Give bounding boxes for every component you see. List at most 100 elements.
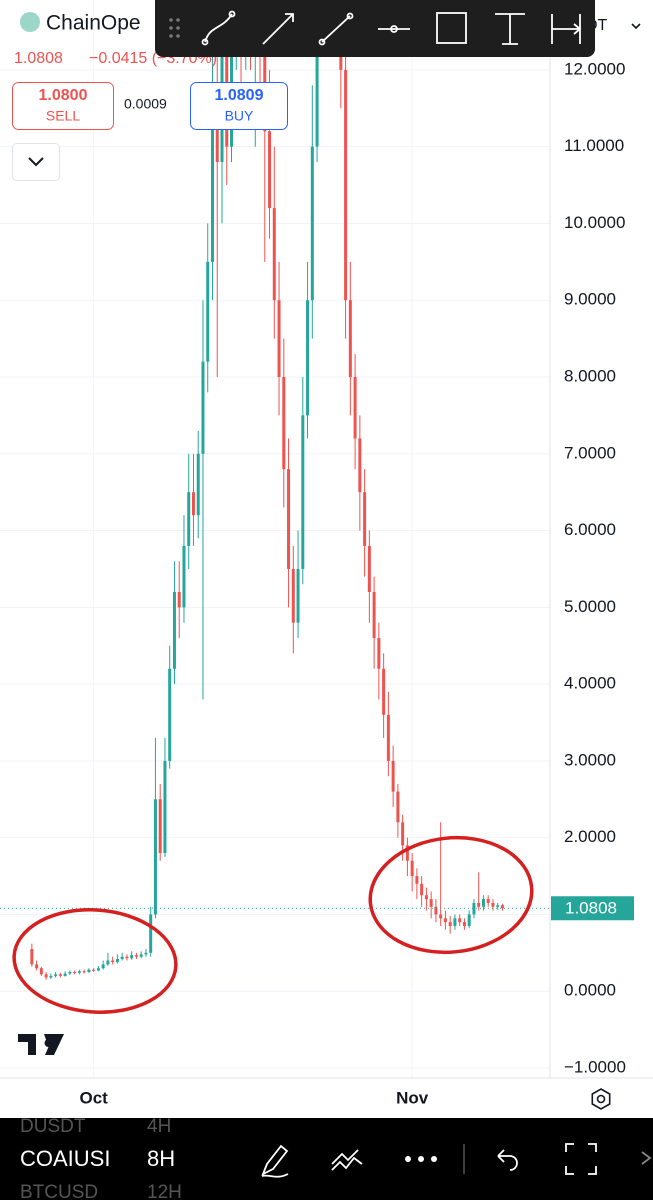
collapse-button[interactable] (12, 143, 60, 181)
candle-body (58, 974, 62, 976)
undo-icon[interactable] (497, 1149, 518, 1171)
candle-body (472, 902, 476, 915)
price-range-tool[interactable] (495, 13, 525, 45)
y-tick-label: 2.0000 (564, 827, 616, 846)
candle-body (49, 975, 53, 978)
y-tick-label: 10.0000 (564, 213, 625, 232)
last-price-label: 1.0808 (565, 899, 617, 918)
date-range-tool[interactable] (551, 14, 582, 44)
candle-body (363, 492, 367, 546)
candle-body (287, 469, 291, 569)
candle-body (149, 914, 153, 953)
candle-body (481, 899, 485, 907)
buy-button[interactable] (190, 82, 288, 130)
candle-body (310, 146, 314, 301)
candle-body (125, 956, 129, 959)
y-tick-label: 5.0000 (564, 597, 616, 616)
candle-body (115, 958, 119, 963)
y-tick-label: 4.0000 (564, 674, 616, 693)
logo (18, 1034, 64, 1055)
candle-body (101, 964, 105, 969)
candle-body (477, 902, 481, 907)
candle-body (182, 545, 186, 608)
sell-price: 1.0800 (39, 87, 88, 104)
candle-body (420, 883, 424, 896)
candle-body (191, 492, 195, 516)
interval-option: 4H (147, 1116, 171, 1137)
candle-body (168, 668, 172, 761)
candle-body (367, 545, 371, 592)
y-tick-label: 9.0000 (564, 290, 616, 309)
tool-point (346, 12, 354, 20)
candle-body (443, 918, 447, 923)
candle-body (210, 108, 214, 262)
candle-body (344, 69, 348, 301)
pen-icon[interactable] (261, 1144, 289, 1178)
candle-body (206, 261, 210, 362)
candle-body (215, 108, 219, 163)
candle-body (263, 8, 267, 132)
tool-point (390, 25, 398, 33)
candle-body (467, 914, 471, 926)
candle-body (172, 591, 176, 669)
candle-body (187, 492, 191, 546)
candle-body (144, 952, 148, 955)
more-icon[interactable] (405, 1156, 437, 1162)
candle-body (358, 438, 362, 493)
settings-icon[interactable] (591, 1088, 611, 1110)
candle-body (291, 568, 295, 623)
annotation-ellipse (12, 908, 178, 1014)
candle-body (82, 971, 86, 973)
tool-point (318, 38, 326, 46)
candle-body (96, 968, 100, 971)
candle-body (163, 760, 167, 854)
candle-body (201, 361, 205, 454)
candle-body (391, 760, 395, 792)
trend-line-tool[interactable] (321, 15, 351, 43)
candle-body (500, 905, 504, 909)
price-axis: −1.00000.00001.00002.00003.00004.00005.0… (79, 59, 634, 1107)
symbol[interactable]: ChainOpe (46, 12, 141, 35)
indicators-icon[interactable] (331, 1149, 363, 1171)
curve-tool[interactable] (204, 13, 233, 43)
candle-body (458, 918, 462, 923)
next-icon[interactable] (641, 1151, 652, 1165)
candle-body (77, 971, 81, 973)
candle-body (401, 822, 405, 846)
candle-body (63, 973, 67, 976)
arrow-tool[interactable] (262, 13, 294, 45)
candle-body (372, 591, 376, 639)
last-price-box (551, 896, 634, 921)
x-tick-label: Oct (79, 1088, 108, 1107)
candle-body (386, 714, 390, 761)
tool-point (228, 10, 236, 18)
dropdown-icon[interactable] (631, 23, 641, 30)
candle-body (73, 972, 77, 974)
footer-icons (261, 1143, 652, 1178)
candle-body (111, 960, 115, 963)
candle-body (301, 415, 305, 569)
candle-body (462, 922, 466, 926)
candle-body (405, 845, 409, 861)
y-tick-label: 12.0000 (564, 59, 625, 78)
y-tick-label: 7.0000 (564, 443, 616, 462)
candle-body (35, 964, 39, 969)
candle-body (429, 899, 433, 907)
sell-button[interactable] (12, 82, 114, 130)
symbol-picker: DUSDT 4H COAIUSI 8H BTCUSD 12H (20, 1116, 182, 1200)
spread: 0.0009 (124, 96, 167, 112)
rectangle-tool[interactable] (436, 12, 467, 44)
candle-body (230, 8, 234, 147)
price: 1.0808 (14, 50, 63, 67)
candle-body (134, 955, 138, 957)
candle-body (306, 300, 310, 416)
candle-body (296, 568, 300, 623)
toolbar-bg (155, 0, 595, 57)
footer (0, 1118, 653, 1200)
candle-body (382, 668, 386, 715)
fullscreen-icon[interactable] (565, 1143, 597, 1175)
candle-body (396, 791, 400, 823)
